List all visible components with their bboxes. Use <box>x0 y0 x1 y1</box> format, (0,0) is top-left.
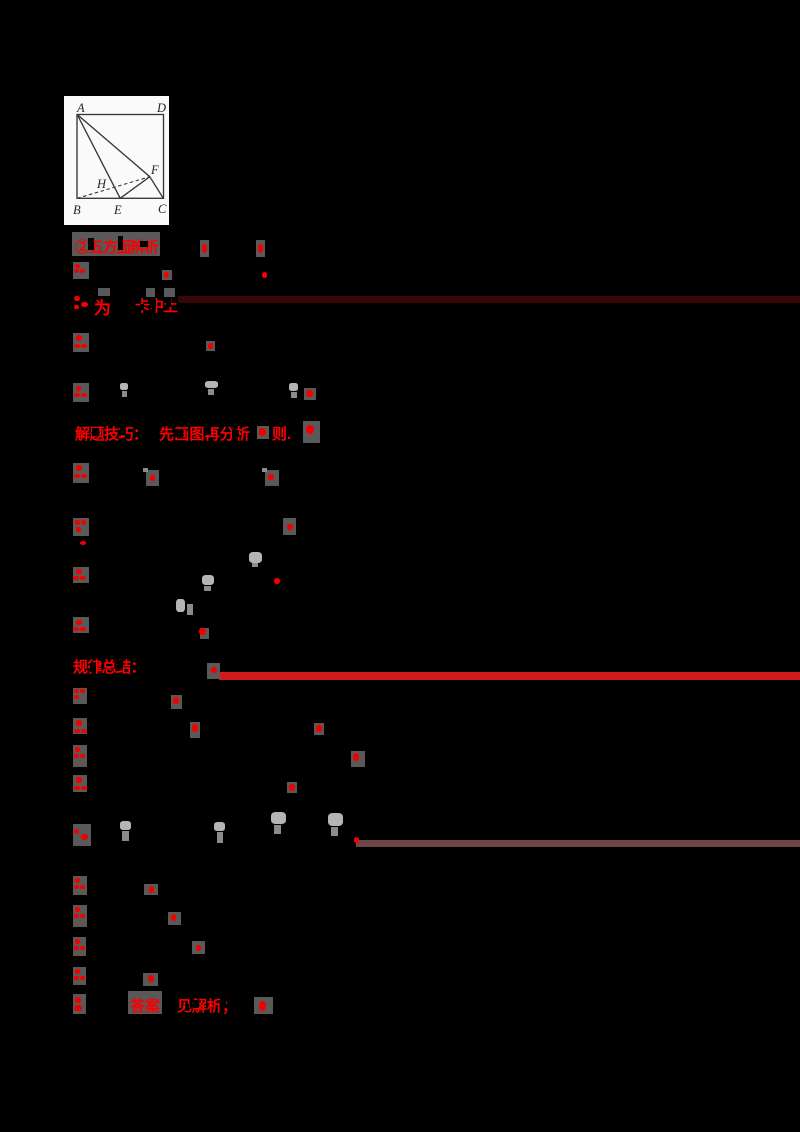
svg-text:H: H <box>96 177 107 191</box>
svg-text:A: A <box>76 101 85 115</box>
svg-text:E: E <box>113 203 122 217</box>
svg-text:B: B <box>73 203 81 217</box>
svg-text:D: D <box>156 101 166 115</box>
svg-text:F: F <box>150 163 159 177</box>
svg-text:C: C <box>158 202 167 216</box>
